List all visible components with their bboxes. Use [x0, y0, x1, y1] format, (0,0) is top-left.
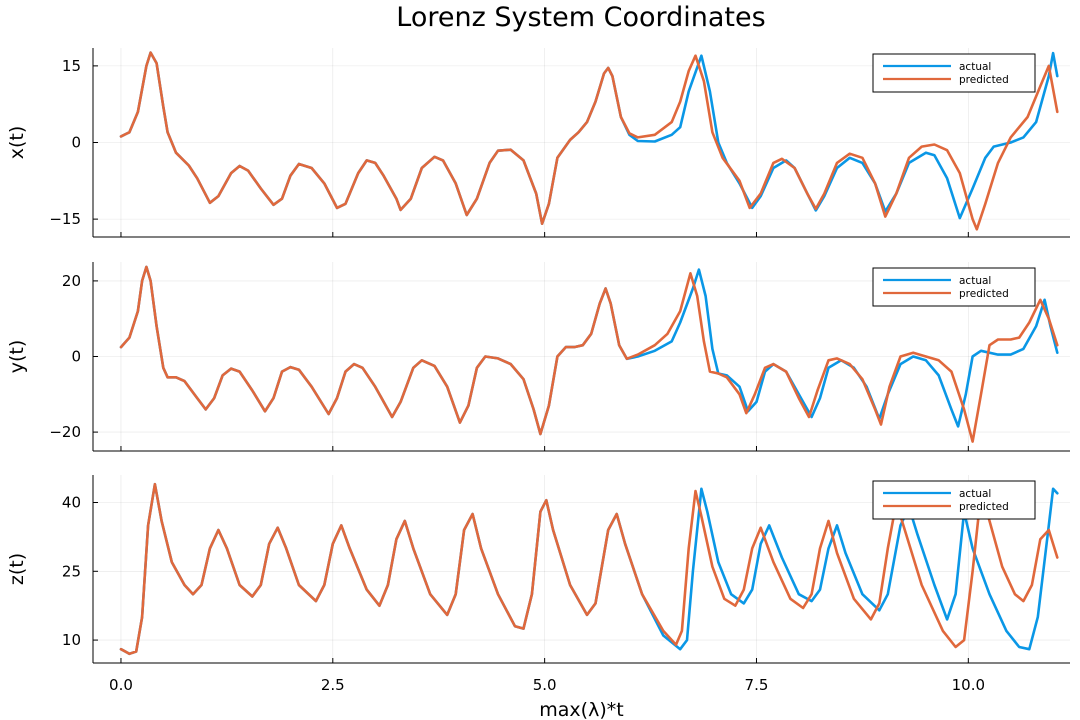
legend-label-actual: actual [959, 61, 991, 73]
series-line-predicted [119, 51, 1059, 231]
y-tick-label: −15 [49, 210, 81, 228]
series-line-predicted [119, 265, 1059, 443]
y-axis-label: y(t) [6, 340, 28, 374]
y-tick-label: 15 [62, 57, 81, 75]
legend-box [872, 267, 1036, 307]
y-tick-label: 10 [62, 631, 81, 649]
subplot-stack: −15015x(t)actualpredicted−20020y(t)actua… [6, 48, 1070, 720]
x-tick-label: 7.5 [745, 676, 769, 694]
y-axis-label: z(t) [6, 553, 28, 585]
y-tick-label: 0 [71, 348, 81, 366]
x-tick-label: 10.0 [952, 676, 985, 694]
legend-box [872, 480, 1036, 520]
legend-box [872, 53, 1036, 93]
y-axis-label: x(t) [6, 126, 28, 160]
legend-label-actual: actual [959, 488, 991, 500]
x-axis-label: max(λ)*t [539, 699, 623, 720]
legend-label-predicted: predicted [959, 288, 1009, 300]
y-tick-label: 20 [62, 272, 81, 290]
figure-title: Lorenz System Coordinates [396, 2, 765, 33]
subplot-3: 10 25 40 0.0 2.5 5.0 7.5 10.0 z(t) max(λ)*t actual… [6, 475, 1070, 720]
legend-label-actual: actual [959, 275, 991, 287]
legend-label-predicted: predicted [959, 74, 1009, 86]
y-tick-label: 0 [71, 134, 81, 152]
x-tick-label: 5.0 [533, 676, 557, 694]
legend-label-predicted: predicted [959, 501, 1009, 513]
y-tick-label: −20 [49, 423, 81, 441]
x-tick-label: 0.0 [109, 676, 133, 694]
y-tick-label: 25 [62, 562, 81, 580]
x-tick-label: 2.5 [321, 676, 345, 694]
y-tick-label: 40 [62, 494, 81, 512]
